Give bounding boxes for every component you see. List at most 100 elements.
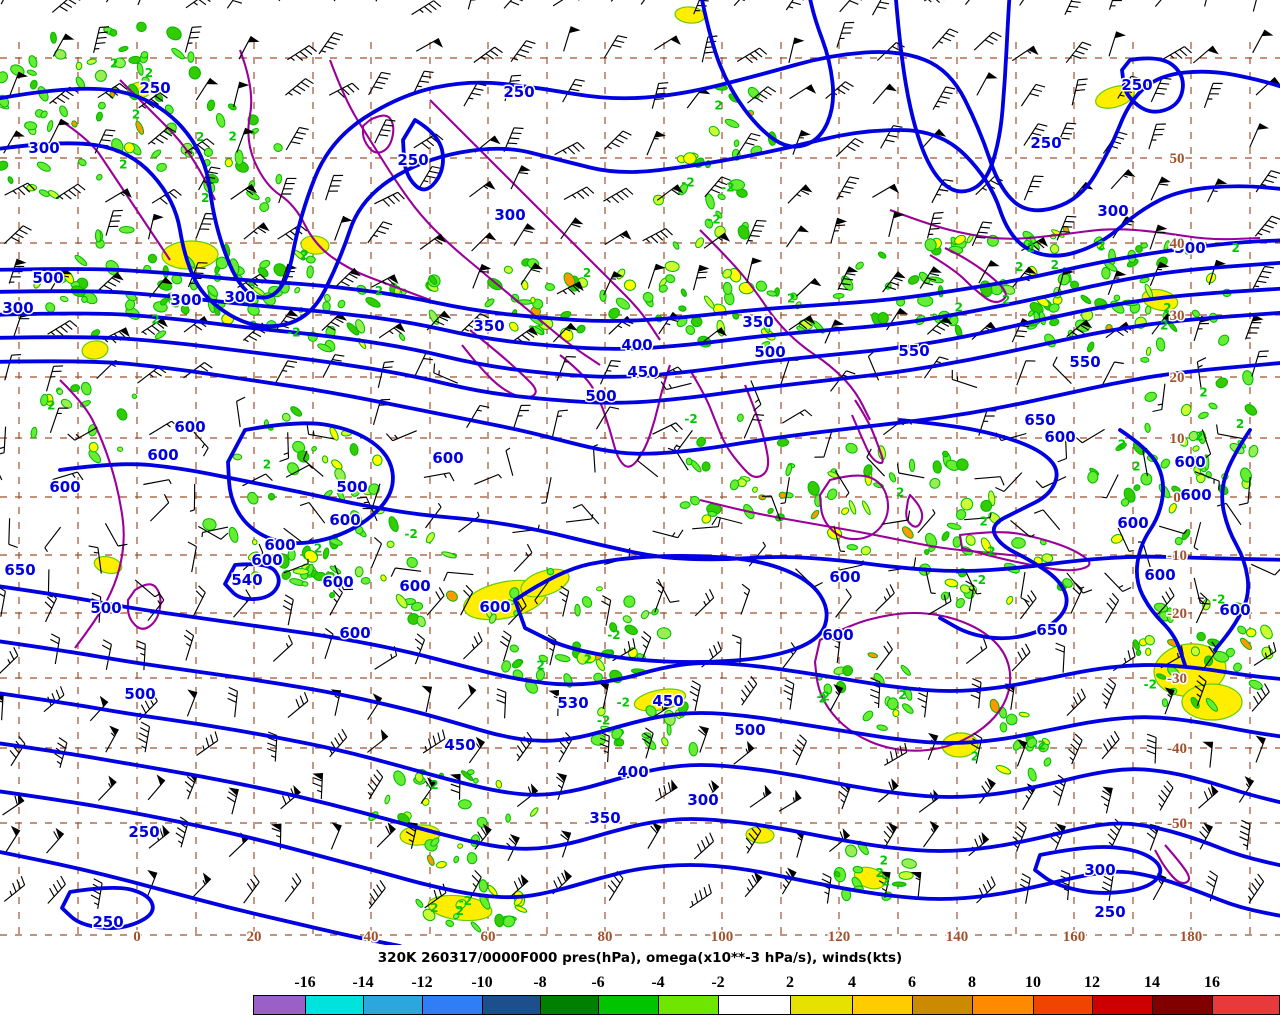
colorbar-tick: -14 — [352, 974, 374, 991]
colorbar-tick: -10 — [471, 974, 493, 991]
pressure-contour-label: 300 — [494, 206, 525, 224]
pressure-contour-label: 350 — [589, 809, 620, 827]
pressure-contour-label: 250 — [1094, 903, 1125, 921]
pressure-contour-label: 600 — [147, 446, 178, 464]
colorbar-tick: 16 — [1204, 974, 1220, 991]
lon-axis-label: 120 — [828, 929, 851, 945]
omega-contour-label: -2 — [425, 778, 438, 792]
omega-contour-label: 2 — [787, 291, 795, 305]
lat-axis-label: 40 — [1170, 236, 1185, 252]
pressure-contour-label: 650 — [1024, 411, 1055, 429]
pressure-contour-label: 500 — [734, 721, 765, 739]
pressure-contour-label: 600 — [1144, 566, 1175, 584]
colorbar-segment — [599, 996, 659, 1014]
omega-contour-label: -2 — [617, 696, 630, 710]
omega-contour-label: 2 — [1160, 319, 1168, 333]
colorbar-segment — [306, 996, 364, 1014]
colorbar-segment — [913, 996, 973, 1014]
pressure-contour-label: 600 — [251, 551, 282, 569]
pressure-contour-label: 250 — [139, 79, 170, 97]
pressure-contour-label: 250 — [1121, 76, 1152, 94]
colorbar-tick: -8 — [533, 974, 547, 991]
pressure-contour-label: 600 — [322, 573, 353, 591]
colorbar-tick: -6 — [591, 974, 605, 991]
pressure-contour-label: 350 — [473, 317, 504, 335]
omega-contour-label: -2 — [817, 690, 830, 704]
colorbar-segment — [423, 996, 483, 1014]
omega-contour-label: -2 — [1144, 678, 1157, 692]
lon-axis-label: 140 — [946, 929, 969, 945]
omega-contour-label: 2 — [1163, 301, 1171, 315]
omega-contour-label: 2 — [119, 157, 127, 171]
omega-contour-label: 2 — [1132, 459, 1140, 473]
pressure-contour-label: 450 — [652, 692, 683, 710]
lon-axis-label: 160 — [1063, 929, 1086, 945]
omega-contour-label: 2 — [1195, 429, 1203, 443]
omega-contour-label: -2 — [707, 212, 720, 226]
omega-contour-label: -2 — [405, 527, 418, 541]
pressure-contour-label: 300 — [224, 288, 255, 306]
pressure-contour-label: 500 — [585, 387, 616, 405]
omega-contour-label: -2 — [287, 325, 300, 339]
omega-contour-label: -2 — [684, 412, 697, 426]
lon-axis-label: 80 — [598, 929, 613, 945]
pressure-contour-label: 600 — [822, 626, 853, 644]
colorbar-segments — [253, 995, 1280, 1015]
pressure-contour-label: 540 — [231, 571, 262, 589]
omega-contour-label: 2 — [584, 652, 592, 666]
pressure-contour-label: 300 — [1084, 861, 1115, 879]
pressure-contour-label: 650 — [1036, 621, 1067, 639]
pressure-contour-label: 500 — [336, 478, 367, 496]
colorbar-tick: 14 — [1144, 974, 1160, 991]
pressure-contour-label: 600 — [329, 511, 360, 529]
latlon-grid-layer — [0, 42, 1280, 940]
pressure-contour-label: 250 — [92, 913, 123, 931]
pressure-contour-label: 600 — [829, 568, 860, 586]
pressure-contour-label: 300 — [687, 791, 718, 809]
omega-contour-label: 2 — [1118, 438, 1126, 452]
omega-contour-label: 2 — [201, 191, 209, 205]
colorbar-segment — [541, 996, 599, 1014]
colorbar-tick: 8 — [968, 974, 976, 991]
lat-axis-label: 50 — [1170, 151, 1185, 167]
pressure-contour-label: 400 — [617, 763, 648, 781]
lat-axis-label: 10 — [1170, 431, 1185, 447]
lon-axis-label: 20 — [247, 929, 262, 945]
colorbar-segment — [719, 996, 791, 1014]
pressure-contour-label: 300 — [2, 299, 33, 317]
lat-axis-label: -30 — [1167, 671, 1187, 687]
omega-contour-label: 2 — [145, 66, 153, 80]
omega-contour-label: 2 — [456, 904, 464, 918]
omega-contour-label: -2 — [607, 628, 620, 642]
colorbar-tick: -2 — [711, 974, 725, 991]
pressure-contour-label: 250 — [128, 823, 159, 841]
pressure-contour-label: 600 — [339, 624, 370, 642]
pressure-contour-label: 250 — [503, 83, 534, 101]
lat-axis-label: 30 — [1170, 308, 1185, 324]
lat-axis-label: -20 — [1167, 606, 1187, 622]
omega-contour-label: 2 — [1051, 258, 1059, 272]
lon-axis-label: 60 — [481, 929, 496, 945]
pressure-contour-label: 450 — [627, 363, 658, 381]
omega-contour-label: 2 — [536, 659, 544, 673]
pressure-contour-label: 550 — [1069, 353, 1100, 371]
pressure-contour-label: 250 — [397, 151, 428, 169]
lon-axis-label: 100 — [711, 929, 734, 945]
omega-contour-label: 2 — [1002, 293, 1010, 307]
pressure-contour-label: 300 — [1097, 202, 1128, 220]
omega-contour-label: -2 — [1212, 593, 1225, 607]
lat-axis-label: 20 — [1170, 370, 1185, 386]
pressure-contour-label: 450 — [444, 736, 475, 754]
colorbar-tick: 6 — [908, 974, 916, 991]
omega-contour-label: -2 — [1033, 739, 1046, 753]
omega-contour-label: 2 — [875, 866, 883, 880]
omega-contour-label: 2 — [818, 692, 826, 706]
pressure-contour-label: 600 — [174, 418, 205, 436]
lat-axis-label: 0 — [1173, 490, 1181, 506]
pressure-contour-label: 650 — [4, 561, 35, 579]
omega-contour-label: 2 — [1199, 385, 1207, 399]
pressure-contour-label: 530 — [557, 694, 588, 712]
